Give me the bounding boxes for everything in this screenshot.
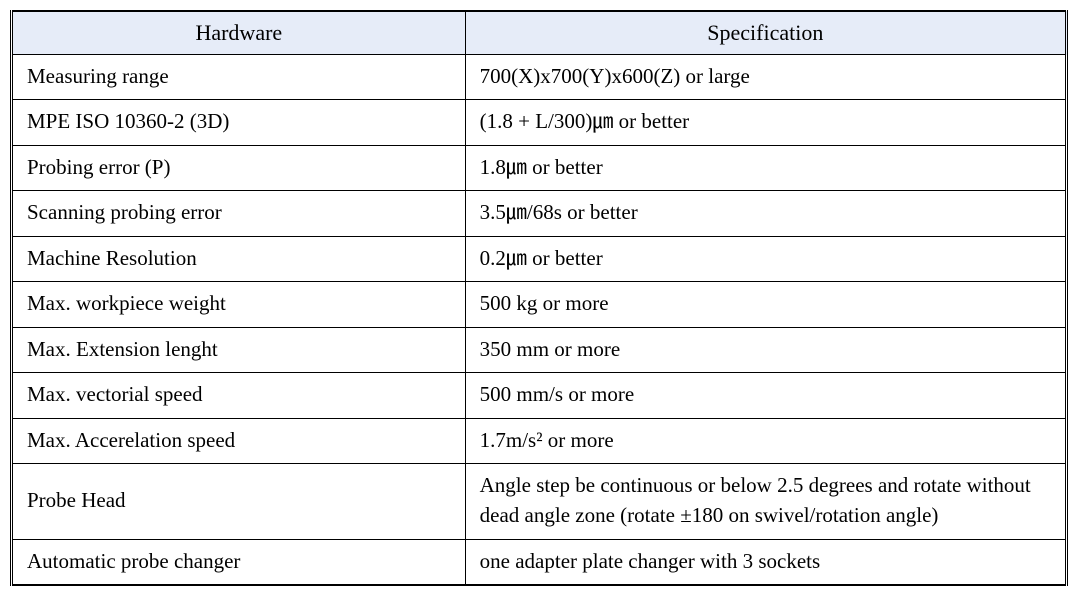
- table-row: Automatic probe changer one adapter plat…: [12, 539, 1067, 585]
- cell-spec: 350 mm or more: [465, 327, 1066, 372]
- cell-spec: Angle step be continuous or below 2.5 de…: [465, 463, 1066, 539]
- table-row: Machine Resolution 0.2㎛ or better: [12, 236, 1067, 281]
- cell-hardware: Max. Extension lenght: [12, 327, 466, 372]
- spec-table-container: Hardware Specification Measuring range 7…: [10, 10, 1068, 586]
- table-row: Max. Extension lenght 350 mm or more: [12, 327, 1067, 372]
- cell-hardware: Machine Resolution: [12, 236, 466, 281]
- cell-spec: 0.2㎛ or better: [465, 236, 1066, 281]
- cell-spec: 3.5㎛/68s or better: [465, 191, 1066, 236]
- cell-spec: 1.8㎛ or better: [465, 145, 1066, 190]
- cell-spec: 1.7m/s² or more: [465, 418, 1066, 463]
- table-row: Max. vectorial speed 500 mm/s or more: [12, 373, 1067, 418]
- cell-spec: 500 kg or more: [465, 282, 1066, 327]
- table-row: Probing error (P) 1.8㎛ or better: [12, 145, 1067, 190]
- col-header-hardware: Hardware: [12, 11, 466, 55]
- table-row: MPE ISO 10360-2 (3D) (1.8 + L/300)㎛ or b…: [12, 100, 1067, 145]
- cell-hardware: Max. Accerelation speed: [12, 418, 466, 463]
- table-row: Max. Accerelation speed 1.7m/s² or more: [12, 418, 1067, 463]
- cell-hardware: Measuring range: [12, 55, 466, 100]
- cell-hardware: Probe Head: [12, 463, 466, 539]
- cell-spec: 700(X)x700(Y)x600(Z) or large: [465, 55, 1066, 100]
- cell-hardware: Max. vectorial speed: [12, 373, 466, 418]
- table-header-row: Hardware Specification: [12, 11, 1067, 55]
- cell-hardware: Automatic probe changer: [12, 539, 466, 585]
- spec-table: Hardware Specification Measuring range 7…: [10, 10, 1068, 586]
- table-row: Scanning probing error 3.5㎛/68s or bette…: [12, 191, 1067, 236]
- cell-hardware: MPE ISO 10360-2 (3D): [12, 100, 466, 145]
- cell-spec: (1.8 + L/300)㎛ or better: [465, 100, 1066, 145]
- table-row: Probe Head Angle step be continuous or b…: [12, 463, 1067, 539]
- cell-spec: 500 mm/s or more: [465, 373, 1066, 418]
- cell-hardware: Probing error (P): [12, 145, 466, 190]
- table-row: Max. workpiece weight 500 kg or more: [12, 282, 1067, 327]
- table-row: Measuring range 700(X)x700(Y)x600(Z) or …: [12, 55, 1067, 100]
- cell-spec: one adapter plate changer with 3 sockets: [465, 539, 1066, 585]
- cell-hardware: Max. workpiece weight: [12, 282, 466, 327]
- col-header-specification: Specification: [465, 11, 1066, 55]
- cell-hardware: Scanning probing error: [12, 191, 466, 236]
